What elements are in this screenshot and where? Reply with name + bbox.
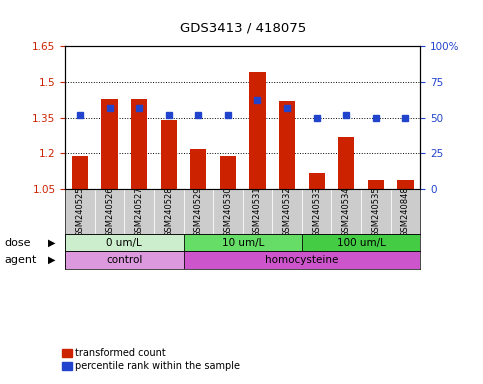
Bar — [220, 156, 236, 189]
Text: GSM240527: GSM240527 — [135, 186, 143, 237]
Bar — [272, 189, 302, 234]
Bar — [95, 189, 125, 234]
Text: GDS3413 / 418075: GDS3413 / 418075 — [180, 22, 306, 35]
Text: GSM240530: GSM240530 — [224, 186, 232, 237]
Bar — [338, 137, 355, 189]
Bar — [302, 234, 420, 251]
Bar — [361, 189, 391, 234]
Bar — [184, 189, 213, 234]
Bar — [309, 172, 325, 189]
Bar — [184, 251, 420, 269]
Text: GSM240532: GSM240532 — [283, 186, 292, 237]
Bar — [302, 189, 331, 234]
Bar — [65, 189, 95, 234]
Legend: transformed count, percentile rank within the sample: transformed count, percentile rank withi… — [58, 344, 244, 375]
Bar — [65, 234, 184, 251]
Text: GSM240525: GSM240525 — [75, 186, 85, 237]
Bar — [72, 156, 88, 189]
Bar — [368, 180, 384, 189]
Bar — [331, 189, 361, 234]
Text: ▶: ▶ — [48, 255, 56, 265]
Text: ▶: ▶ — [48, 238, 56, 248]
Bar — [184, 234, 302, 251]
Bar — [391, 189, 420, 234]
Text: GSM240533: GSM240533 — [312, 186, 321, 237]
Bar — [249, 72, 266, 189]
Text: GSM240531: GSM240531 — [253, 186, 262, 237]
Text: dose: dose — [5, 238, 31, 248]
Text: control: control — [106, 255, 142, 265]
Text: 0 um/L: 0 um/L — [106, 238, 142, 248]
Bar — [398, 180, 413, 189]
Text: GSM240526: GSM240526 — [105, 186, 114, 237]
Text: homocysteine: homocysteine — [265, 255, 339, 265]
Bar — [101, 99, 118, 189]
Bar — [65, 251, 184, 269]
Text: GSM240529: GSM240529 — [194, 186, 203, 237]
Bar — [279, 101, 295, 189]
Text: 100 um/L: 100 um/L — [337, 238, 385, 248]
Bar — [161, 120, 177, 189]
Bar — [242, 189, 272, 234]
Bar — [190, 149, 206, 189]
Bar — [154, 189, 184, 234]
Text: 10 um/L: 10 um/L — [222, 238, 264, 248]
Text: GSM240534: GSM240534 — [342, 186, 351, 237]
Text: agent: agent — [5, 255, 37, 265]
Text: GSM240848: GSM240848 — [401, 186, 410, 237]
Text: GSM240535: GSM240535 — [371, 186, 380, 237]
Bar — [125, 189, 154, 234]
Bar — [213, 189, 242, 234]
Bar — [131, 99, 147, 189]
Text: GSM240528: GSM240528 — [164, 186, 173, 237]
